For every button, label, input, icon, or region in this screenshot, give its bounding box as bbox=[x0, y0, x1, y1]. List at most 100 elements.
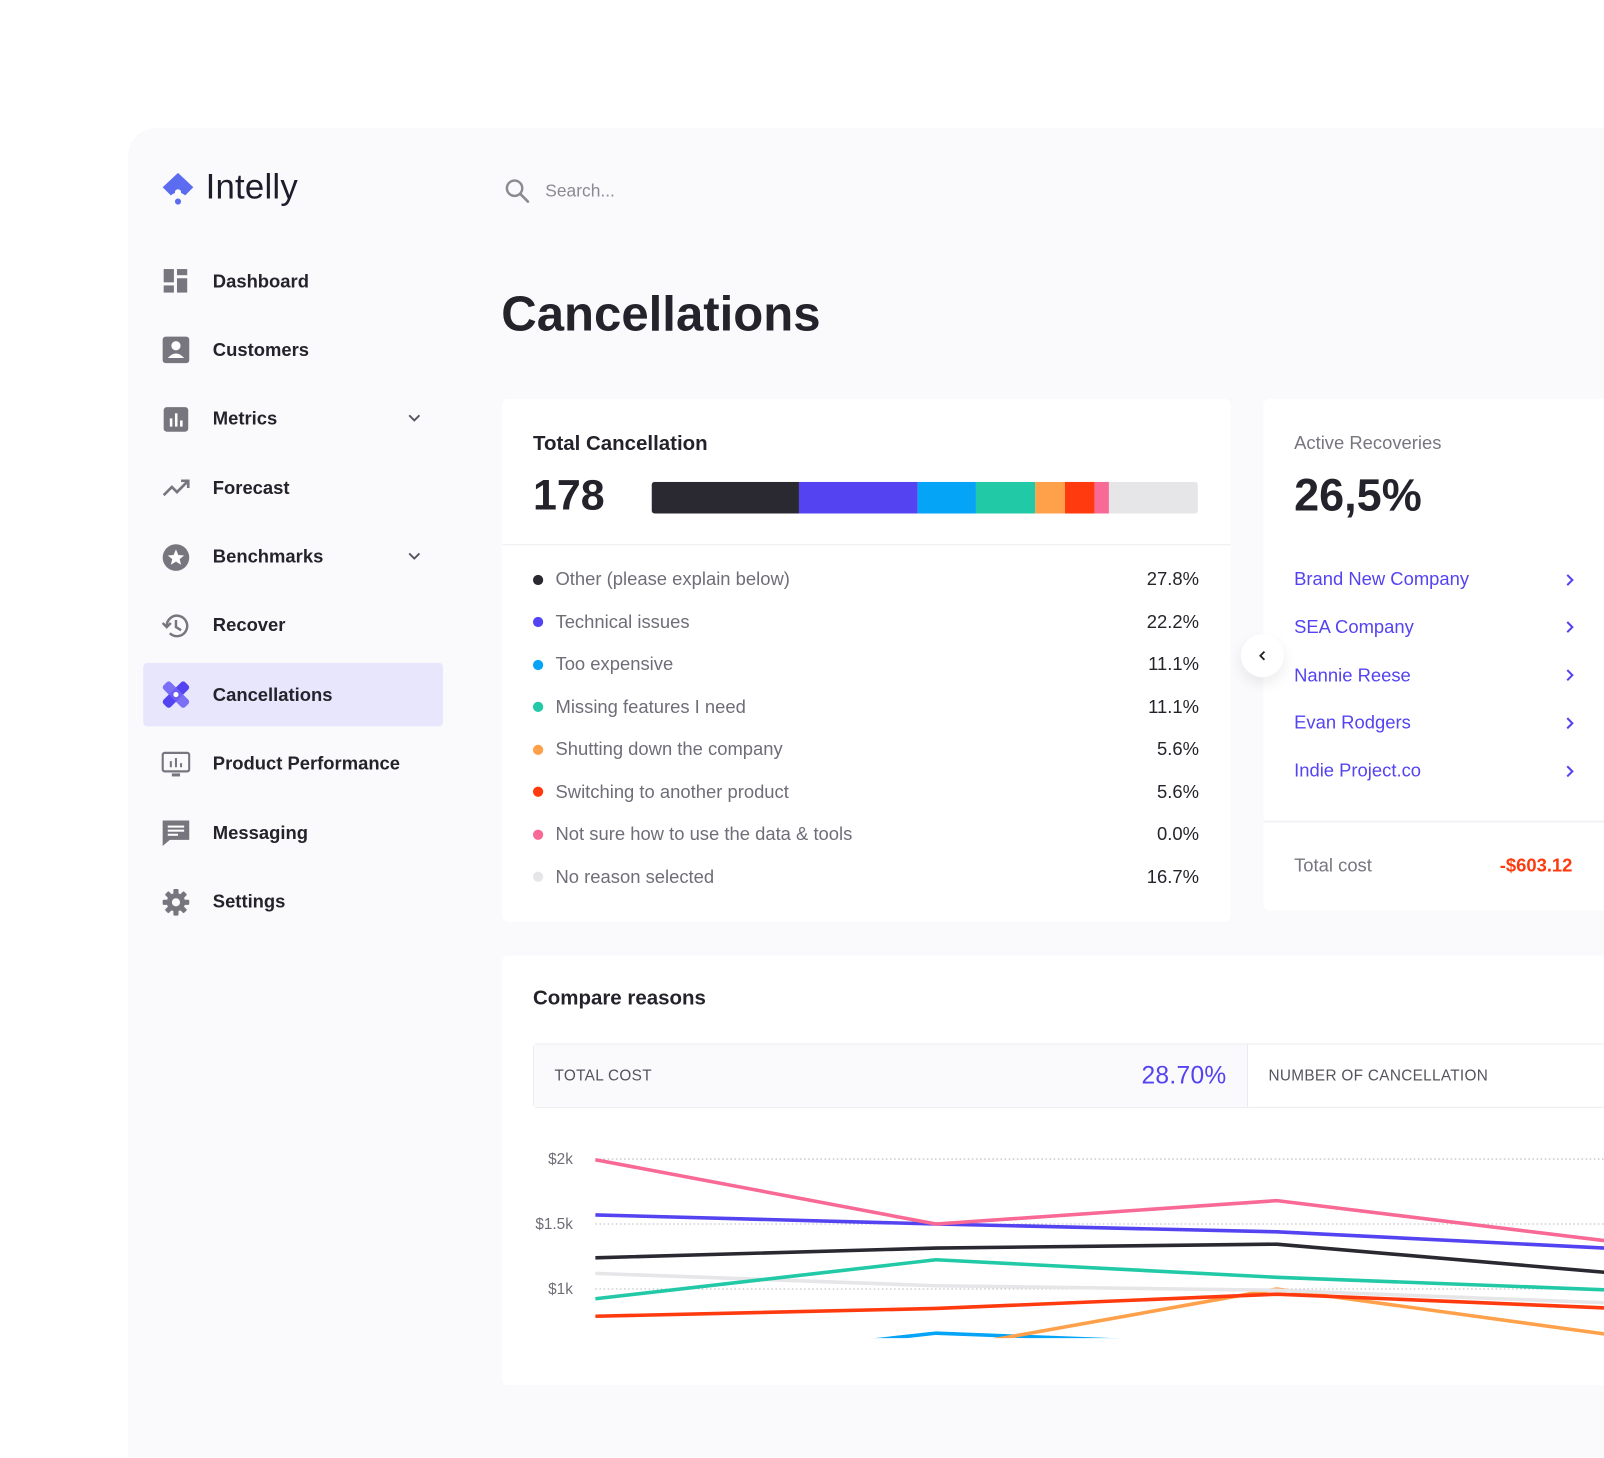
series-line bbox=[595, 1292, 1604, 1319]
legend-item: Technical issues 22.2% bbox=[532, 601, 1199, 643]
bar-segment bbox=[1065, 481, 1095, 514]
chevron-right-icon bbox=[1566, 765, 1574, 777]
chevron-down-icon[interactable] bbox=[406, 548, 422, 564]
chevron-right-icon bbox=[1566, 573, 1574, 586]
sidebar-item-label: Messaging bbox=[212, 822, 308, 843]
legend-dot bbox=[532, 744, 544, 755]
recovery-name: Brand New Company bbox=[1294, 568, 1470, 590]
card-title: Compare reasons bbox=[532, 987, 706, 1010]
sidebar-item-label: Recover bbox=[212, 615, 286, 636]
legend-item: No reason selected 16.7% bbox=[532, 856, 1199, 898]
sidebar-item-cancellations[interactable]: Cancellations bbox=[143, 663, 443, 727]
reasons-legend: Other (please explain below) 27.8% Technic… bbox=[532, 559, 1199, 899]
legend-item: Too expensive 11.1% bbox=[532, 643, 1199, 685]
series-line bbox=[595, 1271, 1604, 1305]
legend-dot bbox=[532, 871, 544, 883]
recovery-name: Nannie Reese bbox=[1294, 664, 1411, 685]
legend-item: Other (please explain below) 27.8% bbox=[532, 559, 1199, 601]
logo-icon bbox=[162, 172, 194, 205]
sidebar-item-product-performance[interactable]: Product Performance bbox=[143, 732, 443, 795]
reason-label: No reason selected bbox=[555, 866, 715, 887]
reason-value: 22.2% bbox=[1146, 611, 1199, 632]
series-line bbox=[595, 1157, 1604, 1243]
recovery-link[interactable]: Indie Project.co bbox=[1294, 760, 1576, 781]
sidebar-item-messaging[interactable]: Messaging bbox=[143, 801, 443, 864]
recovery-name: Indie Project.co bbox=[1294, 760, 1422, 781]
legend-dot bbox=[532, 659, 544, 670]
trend-icon bbox=[162, 474, 191, 503]
page-title: Cancellations bbox=[501, 287, 821, 342]
reason-label: Not sure how to use the data & tools bbox=[555, 823, 853, 845]
legend-item: Switching to another product 5.6% bbox=[532, 771, 1199, 813]
reason-value: 5.6% bbox=[1156, 781, 1199, 802]
y-tick-label: $2k bbox=[548, 1151, 573, 1168]
recovery-link[interactable]: Nannie Reese bbox=[1294, 665, 1576, 686]
active-recoveries-card: Active Recoveries 26,5% Brand New Compan… bbox=[1263, 398, 1604, 911]
total-cancellation-card: Total Cancellation 178 Other (please exp… bbox=[502, 398, 1231, 922]
sidebar-item-recover[interactable]: Recover bbox=[143, 594, 443, 657]
recovery-link[interactable]: SEA Company bbox=[1294, 617, 1576, 638]
sidebar-item-customers[interactable]: Customers bbox=[143, 319, 443, 382]
bar-segment bbox=[1109, 481, 1198, 514]
reason-value: 11.1% bbox=[1148, 696, 1199, 717]
total-cost-value: -$603.12 bbox=[1499, 855, 1573, 876]
recovery-link[interactable]: Evan Rodgers bbox=[1294, 712, 1576, 733]
collapse-button[interactable] bbox=[1240, 634, 1284, 678]
sidebar-item-label: Customers bbox=[212, 339, 309, 360]
tab-label: TOTAL COST bbox=[554, 1066, 652, 1085]
compare-reasons-card: Compare reasons TOTAL COST 28.70% NUMBER… bbox=[502, 955, 1604, 1386]
reason-label: Switching to another product bbox=[555, 781, 789, 802]
sidebar-item-benchmarks[interactable]: Benchmarks bbox=[143, 525, 443, 588]
reason-label: Technical issues bbox=[555, 611, 690, 632]
tab-number-of-cancellation[interactable]: NUMBER OF CANCELLATION bbox=[1248, 1044, 1509, 1106]
chevron-left-icon bbox=[1259, 650, 1266, 661]
logo[interactable]: Intelly bbox=[161, 168, 298, 208]
bar-segment bbox=[799, 481, 918, 514]
sidebar-item-dashboard[interactable]: Dashboard bbox=[143, 250, 443, 313]
legend-item: Not sure how to use the data & tools 0.0% bbox=[532, 813, 1199, 855]
card-title: Total Cancellation bbox=[532, 432, 708, 456]
reason-value: 0.0% bbox=[1156, 823, 1199, 845]
sidebar-item-metrics[interactable]: Metrics bbox=[143, 387, 443, 450]
sidebar-item-label: Forecast bbox=[212, 477, 290, 498]
search-icon bbox=[505, 179, 530, 203]
reason-label: Other (please explain below) bbox=[555, 569, 790, 590]
legend-dot bbox=[532, 702, 544, 713]
active-recoveries-value: 26,5% bbox=[1294, 470, 1422, 521]
series-line bbox=[992, 1287, 1604, 1339]
y-tick-label: $1k bbox=[548, 1281, 573, 1298]
chevron-down-icon[interactable] bbox=[406, 410, 422, 426]
tab-total-cost[interactable]: TOTAL COST 28.70% bbox=[534, 1044, 1249, 1107]
series-line bbox=[875, 1331, 1113, 1339]
line-chart: $2k $1.5k $1k bbox=[535, 1151, 1604, 1339]
star-icon bbox=[162, 543, 191, 572]
reason-value: 16.7% bbox=[1146, 866, 1199, 887]
sidebar-item-forecast[interactable]: Forecast bbox=[143, 456, 443, 519]
card-title: Active Recoveries bbox=[1294, 432, 1442, 454]
sidebar-item-label: Dashboard bbox=[212, 270, 309, 292]
recovery-name: Evan Rodgers bbox=[1294, 712, 1411, 733]
history-icon bbox=[161, 612, 191, 641]
series-line bbox=[595, 1257, 1604, 1301]
total-cost-label: Total cost bbox=[1294, 855, 1372, 876]
bar-chart-icon bbox=[162, 405, 191, 434]
search-box[interactable]: Search... bbox=[504, 178, 615, 205]
dashboard-icon bbox=[162, 267, 191, 296]
legend-dot bbox=[532, 786, 544, 798]
legend-dot bbox=[532, 574, 544, 585]
chevron-right-icon bbox=[1566, 717, 1574, 729]
series-line bbox=[595, 1213, 1604, 1250]
reason-value: 5.6% bbox=[1156, 738, 1199, 760]
legend-dot bbox=[532, 829, 544, 840]
sidebar-item-settings[interactable]: Settings bbox=[143, 870, 443, 933]
recovery-link[interactable]: Brand New Company bbox=[1294, 569, 1576, 590]
bandage-icon bbox=[162, 681, 191, 710]
search-input[interactable]: Search... bbox=[545, 181, 615, 201]
reason-label: Shutting down the company bbox=[555, 738, 783, 760]
reason-value: 11.1% bbox=[1148, 653, 1199, 675]
app-name: Intelly bbox=[205, 167, 298, 207]
message-icon bbox=[162, 819, 191, 848]
metric-tabs: TOTAL COST 28.70% NUMBER OF CANCELLATION bbox=[532, 1043, 1604, 1108]
chevron-right-icon bbox=[1566, 621, 1574, 634]
tab-label: NUMBER OF CANCELLATION bbox=[1268, 1066, 1489, 1085]
